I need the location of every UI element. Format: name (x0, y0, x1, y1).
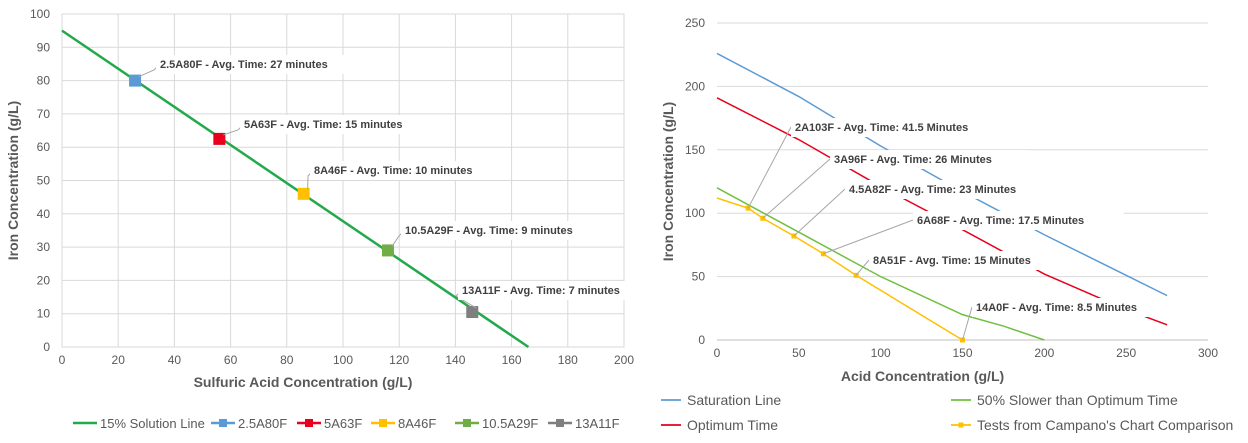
y-tick-label: 250 (685, 16, 705, 30)
annotation-label: 5A63F - Avg. Time: 15 minutes (244, 119, 403, 131)
legend-label: Tests from Campano's Chart Comparison (977, 417, 1233, 433)
x-axis-title: Acid Concentration (g/L) (841, 368, 1004, 384)
y-tick-label: 40 (37, 207, 51, 221)
annotation-box (972, 298, 1176, 317)
y-tick-label: 100 (685, 206, 705, 220)
x-tick-label: 200 (1034, 346, 1054, 360)
chart-panel-2: 0 50 100 150 200 250 0 50 100 150 200 250 300 Acid Co… (660, 16, 1233, 433)
y-tick-label: 90 (37, 40, 51, 54)
annotation-label: 8A46F - Avg. Time: 10 minutes (314, 165, 473, 177)
annotation-box (913, 211, 1124, 230)
legend-swatch-marker (463, 419, 471, 427)
legend-label: 5A63F (324, 416, 362, 431)
y-tick-label: 100 (30, 7, 50, 21)
data-point (213, 132, 226, 145)
annotation-leader (962, 306, 973, 341)
x-tick-label: 50 (792, 346, 806, 360)
x-tick-label: 250 (1116, 346, 1136, 360)
legend-label: 50% Slower than Optimum Time (977, 392, 1178, 408)
y-tick-label: 50 (692, 270, 706, 284)
annotation-leader (138, 65, 159, 78)
annotation-box (458, 281, 656, 300)
annotation-leader (855, 259, 870, 276)
y-tick-label: 200 (685, 79, 705, 93)
y-tick-label: 80 (37, 74, 51, 88)
legend-label: Optimum Time (687, 417, 778, 433)
annotation-label: 4.5A82F - Avg. Time: 23 Minutes (849, 184, 1016, 196)
annotation-label: 10.5A29F - Avg. Time: 9 minutes (405, 225, 573, 237)
x-tick-label: 20 (112, 353, 126, 367)
x-tick-label: 120 (389, 353, 409, 367)
legend-label: 13A11F (575, 416, 620, 431)
annotation-label: 2A103F - Avg. Time: 41.5 Minutes (795, 122, 968, 134)
annotation-leader (223, 125, 243, 136)
x-tick-label: 40 (168, 353, 182, 367)
annotation-label: 13A11F - Avg. Time: 7 minutes (462, 285, 620, 297)
y-tick-label: 70 (37, 107, 51, 121)
x-tick-label: 300 (1198, 346, 1218, 360)
annotation-box (310, 161, 508, 180)
legend-label: Saturation Line (687, 392, 781, 408)
annotation-leader (793, 188, 846, 237)
legend-swatch-marker (556, 419, 564, 427)
y-axis-title: Iron Concentration (g/L) (660, 102, 676, 261)
legend-swatch-marker (958, 422, 964, 428)
annotation-label: 8A51F - Avg. Time: 15 Minutes (873, 255, 1031, 267)
legend: Saturation Line 50% Slower than Optimum T… (661, 392, 1233, 433)
annotation-label: 14A0F - Avg. Time: 8.5 Minutes (976, 302, 1137, 314)
x-tick-label: 100 (871, 346, 891, 360)
annotation-label: 3A96F - Avg. Time: 26 Minutes (834, 154, 992, 166)
annotation-box (156, 55, 367, 74)
annotation-box (830, 150, 1028, 169)
plot-border (61, 13, 625, 348)
x-tick-label: 60 (224, 353, 238, 367)
annotation-leader (823, 219, 914, 255)
y-tick-label: 0 (698, 333, 705, 347)
y-tick-label: 0 (43, 340, 50, 354)
chart-panel-1: 0 10 20 30 40 50 60 70 80 90 100 0 20 40 60 80 100 120 140… (5, 7, 656, 431)
legend-label: 2.5A80F (238, 416, 287, 431)
annotation-box (791, 118, 1009, 137)
annotation-box (869, 251, 1067, 270)
legend-swatch-marker (305, 419, 313, 427)
data-point (297, 187, 310, 200)
y-tick-label: 60 (37, 140, 51, 154)
x-tick-label: 100 (333, 353, 353, 367)
y-tick-label: 150 (685, 143, 705, 157)
series-line (716, 187, 1045, 341)
data-point (466, 306, 479, 319)
x-axis-title: Sulfuric Acid Concentration (g/L) (194, 374, 413, 390)
x-tick-label: 0 (59, 353, 66, 367)
annotation-label: 2.5A80F - Avg. Time: 27 minutes (160, 59, 328, 71)
y-tick-label: 50 (37, 174, 51, 188)
annotation-leader (747, 126, 792, 209)
x-tick-label: 200 (614, 353, 634, 367)
data-point (129, 74, 142, 87)
legend-swatch-marker (379, 419, 387, 427)
x-tick-label: 80 (280, 353, 294, 367)
legend-label: 15% Solution Line (100, 416, 205, 431)
y-axis-title: Iron Concentration (g/L) (5, 101, 21, 260)
annotation-box (401, 221, 612, 240)
x-tick-label: 0 (714, 346, 721, 360)
x-tick-label: 160 (502, 353, 522, 367)
y-tick-label: 20 (37, 273, 51, 287)
legend-swatch-marker (219, 419, 227, 427)
legend-label: 8A46F (398, 416, 436, 431)
legend: 15% Solution Line 2.5A80F 5A63F 8A46F 10.5A2… (73, 416, 620, 431)
y-tick-label: 10 (37, 307, 51, 321)
annotation-box (845, 180, 1056, 199)
legend-label: 10.5A29F (482, 416, 538, 431)
annotation-box (240, 115, 438, 134)
annotation-label: 6A68F - Avg. Time: 17.5 Minutes (917, 215, 1084, 227)
x-tick-label: 150 (952, 346, 972, 360)
annotation-leader (762, 158, 831, 219)
data-point (381, 244, 394, 257)
y-tick-label: 30 (37, 240, 51, 254)
x-tick-label: 180 (558, 353, 578, 367)
x-tick-label: 140 (445, 353, 465, 367)
